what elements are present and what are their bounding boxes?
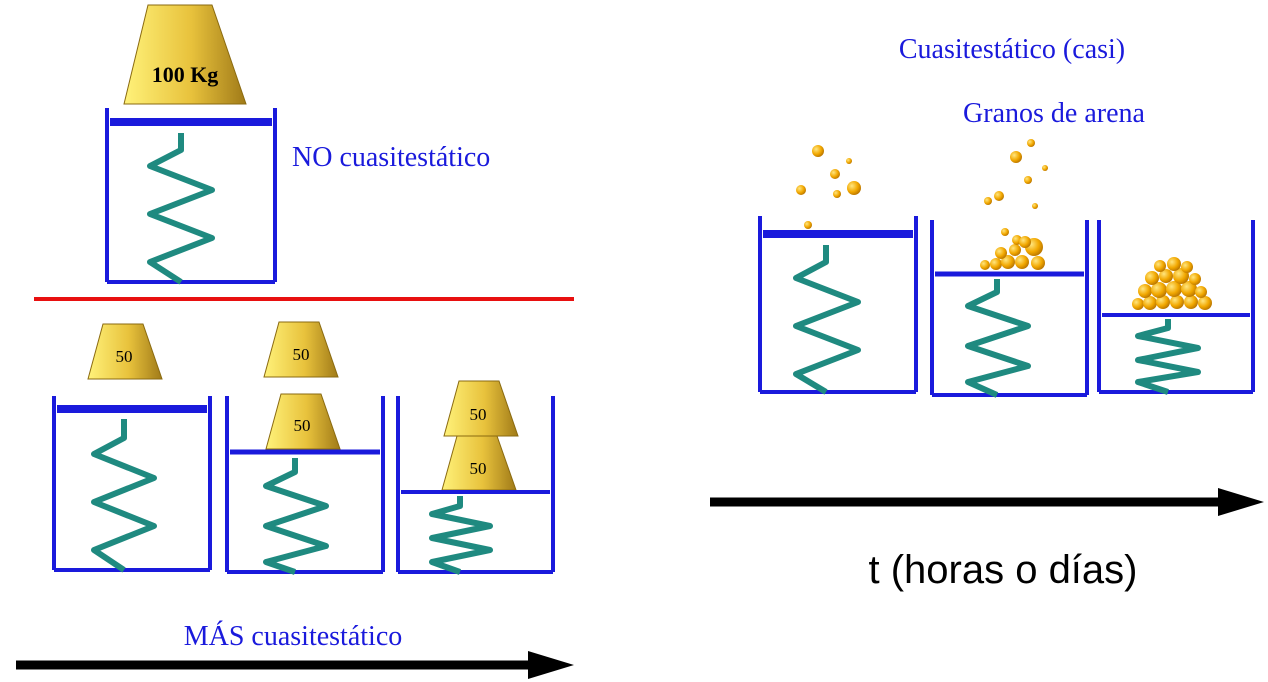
small-weight-2-label: 50 xyxy=(293,345,310,364)
sand-spring-3 xyxy=(1135,319,1201,395)
more-quasistatic-label: MÁS cuasitestático xyxy=(184,621,403,652)
arrow-time xyxy=(710,488,1264,516)
sand-pile-2 xyxy=(980,235,1045,270)
falling-sand-1 xyxy=(796,145,861,229)
no-quasistatic-label: NO cuasitestático xyxy=(292,142,490,173)
container-step-1 xyxy=(52,396,212,573)
arrow-more-quasistatic xyxy=(16,651,574,679)
sand-container-3 xyxy=(1097,220,1255,395)
time-axis-label: t (horas o días) xyxy=(868,548,1137,592)
falling-sand-2 xyxy=(984,139,1048,236)
sand-spring-1 xyxy=(793,245,861,395)
spring-big xyxy=(147,133,215,285)
weight-stack-3-top-label: 50 xyxy=(470,405,487,424)
small-weight-2: 50 xyxy=(263,321,339,378)
sand-spring-2 xyxy=(965,279,1031,398)
weight-on-piston-2: 50 xyxy=(265,393,341,450)
small-weight-1: 50 xyxy=(87,323,163,380)
big-weight: 100 Kg xyxy=(123,4,247,105)
sand-grains-label: Granos de arena xyxy=(963,98,1145,129)
spring-step-3 xyxy=(429,496,493,575)
container-step-3: 50 50 xyxy=(396,380,555,575)
sand-pile-3 xyxy=(1132,257,1212,310)
weight-stack-3-bottom-label: 50 xyxy=(470,459,487,478)
container-big xyxy=(105,108,277,285)
big-weight-label: 100 Kg xyxy=(152,62,219,87)
small-weight-1-label: 50 xyxy=(116,347,133,366)
weight-stack-3-top: 50 xyxy=(443,380,519,437)
sand-container-2 xyxy=(930,220,1089,398)
spring-step-1 xyxy=(91,419,157,573)
quasistatic-almost-label: Cuasitestático (casi) xyxy=(899,34,1125,65)
container-step-2: 50 xyxy=(225,393,385,575)
spring-step-2 xyxy=(263,458,329,575)
sand-container-1 xyxy=(758,216,918,395)
weight-on-piston-2-label: 50 xyxy=(294,416,311,435)
weight-stack-3-bottom: 50 xyxy=(441,435,517,491)
